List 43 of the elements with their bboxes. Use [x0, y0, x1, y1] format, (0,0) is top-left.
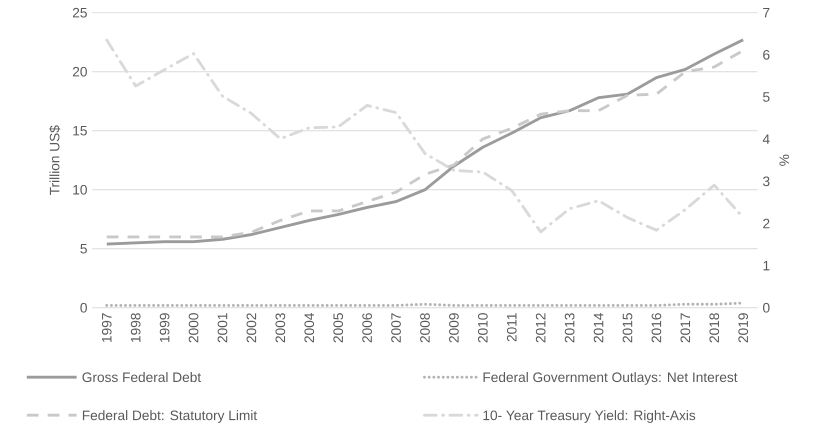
- x-tick-label: 2017: [680, 313, 690, 342]
- x-tick-label: 2016: [652, 313, 662, 342]
- legend-label: Gross Federal Debt: [82, 372, 202, 382]
- x-tick-label: 2011: [506, 313, 517, 342]
- legend-label: 10- Year Treasury Yield: Right-Axis: [483, 410, 696, 423]
- y2-tick-label: 3: [762, 176, 770, 186]
- y-axis-title: Trillion US$: [49, 125, 60, 196]
- y2-tick-label: 0: [763, 302, 770, 313]
- x-tick-label: 2001: [218, 313, 228, 342]
- x-tick-label: 2009: [449, 313, 459, 342]
- y2-tick-label: 4: [762, 134, 770, 144]
- x-tick-label: 2018: [709, 313, 720, 342]
- y2-tick-label: 1: [764, 260, 770, 270]
- x-tick-label: 2012: [536, 313, 546, 342]
- y-tick-label: 25: [72, 8, 87, 18]
- x-tick-label: 2007: [391, 313, 401, 342]
- x-tick-label: 2015: [622, 313, 632, 342]
- legend-label: Federal Debt: Statutory Limit: [82, 410, 258, 423]
- x-tick-label: 2005: [333, 313, 344, 342]
- y2-tick-label: 6: [763, 50, 770, 60]
- x-tick-label: 2003: [275, 313, 286, 342]
- x-tick-label: 1998: [130, 313, 141, 342]
- y-tick-label: 15: [73, 126, 87, 136]
- y2-tick-label: 5: [763, 92, 770, 102]
- legend-label: Federal Government Outlays: Net Interest: [484, 372, 738, 385]
- y2-axis-title: %: [779, 154, 790, 166]
- x-tick-label: 2002: [246, 313, 256, 342]
- x-tick-label: 2013: [564, 313, 574, 342]
- x-tick-label: 2019: [738, 313, 748, 342]
- x-tick-label: 1997: [102, 313, 112, 342]
- x-tick-label: 2000: [188, 313, 198, 342]
- x-tick-label: 2006: [362, 313, 372, 342]
- y2-tick-label: 7: [763, 8, 770, 18]
- y-tick-label: 10: [73, 184, 87, 195]
- y-tick-label: 5: [80, 244, 87, 254]
- y-tick-label: 20: [72, 66, 87, 77]
- y-tick-label: 0: [80, 302, 87, 313]
- y2-tick-label: 2: [763, 218, 770, 228]
- x-tick-label: 2010: [478, 313, 488, 342]
- x-tick-label: 1999: [160, 313, 170, 342]
- x-tick-label: 2008: [420, 313, 430, 342]
- x-tick-label: 2004: [304, 313, 314, 342]
- x-tick-label: 2014: [594, 313, 604, 342]
